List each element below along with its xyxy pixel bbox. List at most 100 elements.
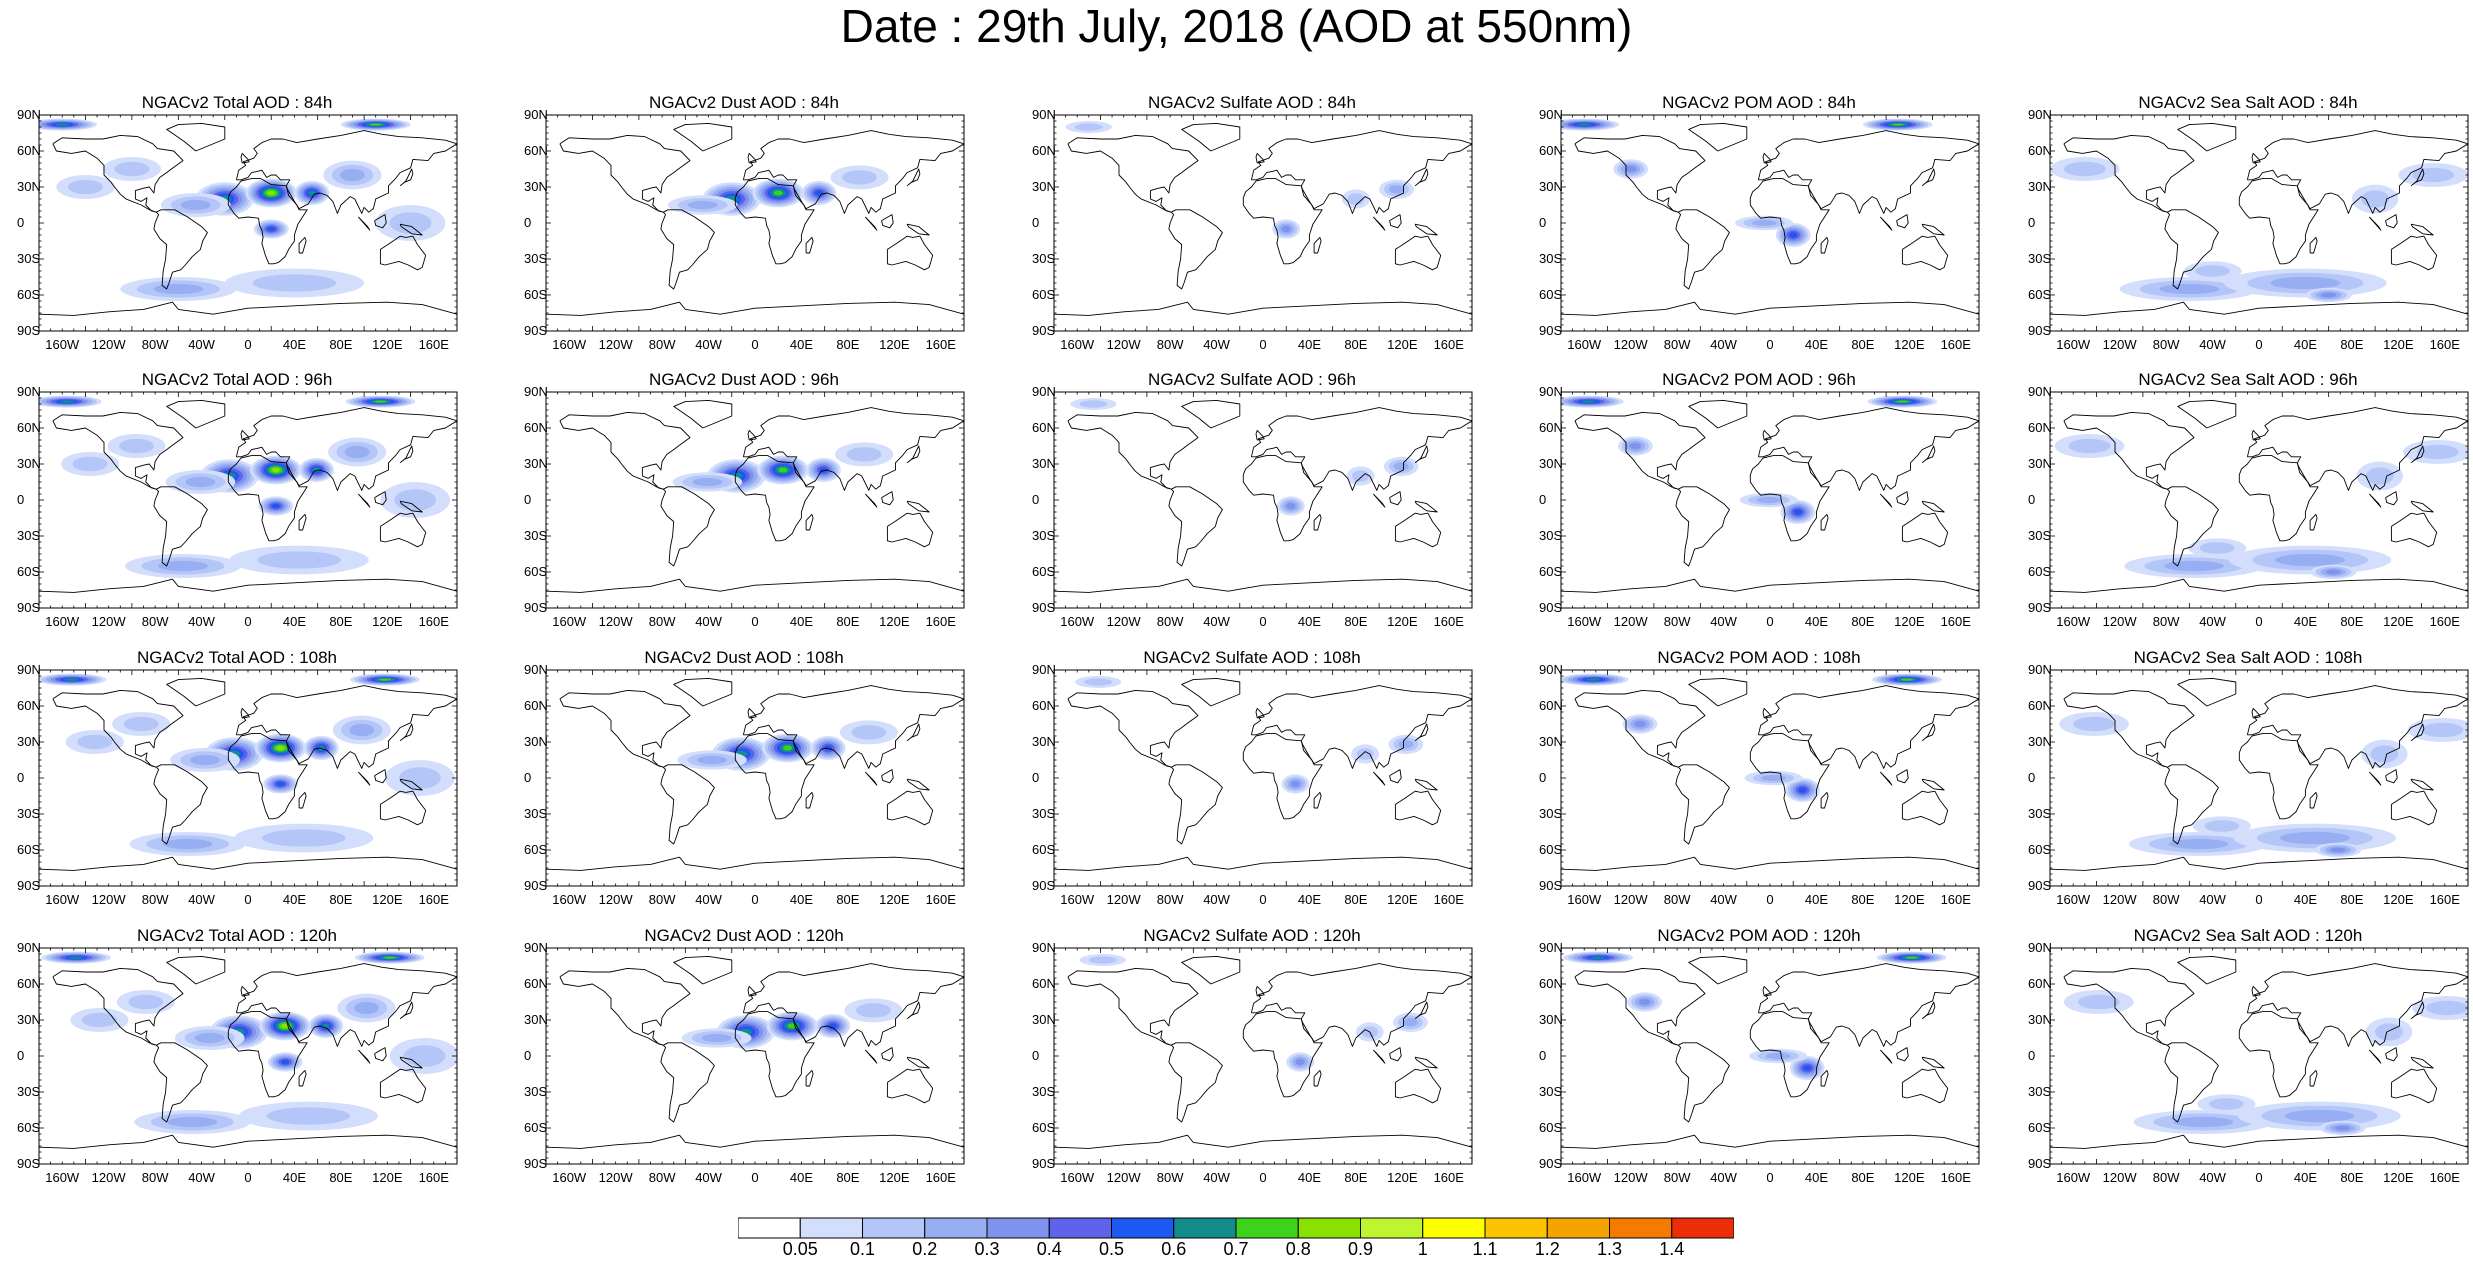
coastline: [906, 1056, 930, 1069]
coastline: [1921, 168, 1936, 187]
lat-tick-label: 90N: [1539, 384, 1563, 399]
aod-field: [2050, 115, 2468, 331]
coastline: [2390, 235, 2438, 271]
aod-contour: [2073, 716, 2116, 732]
lon-tick-label: 40W: [695, 337, 722, 352]
coastline: [2368, 216, 2382, 231]
lon-tick-label: 120E: [372, 614, 403, 629]
lon-tick-label: 120W: [1614, 337, 1649, 352]
colorbar-swatch: [799, 1217, 863, 1239]
world-map: 90N 60N 30N 0 30S 60S 90S 160W 120W 80W 40W 0 40E 80E…: [1539, 662, 1980, 907]
coastline: [747, 152, 757, 164]
coastline: [881, 491, 894, 506]
aod-contour: [162, 838, 213, 850]
coastline: [1921, 1001, 1936, 1020]
lon-tick-label: 0: [2255, 337, 2262, 352]
lon-tick-label: 120E: [1387, 614, 1418, 629]
coastline: [1820, 791, 1829, 809]
map-panel: NGACv2 Dust AOD : 84h 90N 60N 30N 0 30S 60S 90S…: [524, 93, 965, 371]
coastline: [235, 963, 457, 1047]
lat-tick-label: 30N: [1539, 1012, 1563, 1027]
aod-contour: [1347, 193, 1365, 205]
world-map: 90N 60N 30N 0 30S 60S 90S 160W 120W 80W 40W 0 40E 80E…: [1032, 662, 1473, 907]
coastline: [886, 235, 934, 271]
aod-contour: [114, 161, 150, 177]
aod-contour: [1756, 496, 1782, 504]
lon-tick-label: 160W: [1060, 614, 1095, 629]
lon-tick-label: 40E: [1805, 892, 1828, 907]
lon-tick-label: 40E: [283, 614, 306, 629]
lat-tick-label: 90S: [1539, 878, 1562, 893]
aod-contour: [2365, 467, 2394, 485]
lon-tick-label: 120E: [1894, 614, 1925, 629]
aod-contour: [267, 190, 276, 196]
lat-tick-label: 60N: [1539, 143, 1563, 158]
coastline: [546, 301, 964, 316]
lon-tick-label: 160E: [1434, 614, 1465, 629]
lon-tick-label: 40E: [283, 337, 306, 352]
lat-tick-label: 60S: [17, 842, 40, 857]
aod-field: [39, 948, 457, 1164]
lon-tick-label: 120W: [1107, 614, 1142, 629]
coastline: [1372, 1049, 1386, 1064]
lat-tick-label: 0: [1032, 215, 1039, 230]
colorbar-swatch: [1048, 1217, 1112, 1239]
world-map: 90N 60N 30N 0 30S 60S 90S 160W 120W 80W 40W 0 40E 80E…: [1539, 107, 1980, 352]
coastline: [742, 130, 964, 214]
lon-tick-label: 0: [1259, 1170, 1266, 1185]
aod-contour: [276, 745, 285, 751]
aod-contour: [2209, 1098, 2244, 1110]
coastline: [2368, 771, 2382, 786]
coastline: [906, 223, 930, 236]
lat-tick-label: 90N: [2028, 384, 2052, 399]
lat-tick-label: 60N: [1032, 698, 1056, 713]
lon-tick-label: 120E: [1894, 337, 1925, 352]
coastline: [1168, 486, 1223, 567]
lon-tick-label: 160E: [1941, 1170, 1972, 1185]
coastline: [1896, 1047, 1909, 1062]
aod-contour: [59, 400, 74, 403]
panel-title: NGACv2 Dust AOD : 84h: [649, 93, 839, 112]
aod-field: [39, 392, 457, 608]
aod-contour: [185, 476, 216, 488]
lon-tick-label: 80E: [1344, 892, 1367, 907]
lon-tick-label: 160W: [552, 1170, 587, 1185]
lon-tick-label: 160E: [419, 614, 450, 629]
coastline: [1921, 723, 1936, 742]
lon-tick-label: 80E: [329, 337, 352, 352]
lon-tick-label: 120W: [1107, 337, 1142, 352]
lat-tick-label: 30N: [17, 1012, 41, 1027]
map-panel: NGACv2 Total AOD : 96h 90N 60N 30N 0 30S 60S 90…: [17, 370, 458, 648]
lon-tick-label: 40W: [2199, 1170, 2226, 1185]
coastline: [2410, 500, 2434, 513]
aod-contour: [349, 723, 375, 737]
coastline: [1414, 223, 1438, 236]
lon-tick-label: 40E: [1298, 337, 1321, 352]
lat-tick-label: 90S: [1539, 600, 1562, 615]
coastline: [52, 967, 184, 1046]
lat-tick-label: 90S: [1539, 1156, 1562, 1171]
panel-title: NGACv2 Sea Salt AOD : 108h: [2133, 648, 2363, 667]
coastline: [1242, 178, 1323, 265]
coastline: [1168, 764, 1223, 845]
colorbar-swatch: [986, 1217, 1050, 1239]
colorbar-label: 0.6: [1161, 1239, 1186, 1257]
coastline: [1181, 677, 1241, 707]
lat-tick-label: 30N: [2028, 1012, 2052, 1027]
coastline: [747, 707, 757, 719]
lon-tick-label: 40E: [790, 337, 813, 352]
coastline: [1414, 723, 1429, 742]
lon-tick-label: 160W: [45, 892, 80, 907]
coastline: [2063, 689, 2195, 768]
coastline: [1762, 152, 1772, 164]
aod-contour: [842, 170, 877, 185]
aod-contour: [55, 123, 70, 126]
lon-tick-label: 160E: [1941, 892, 1972, 907]
aod-contour: [1624, 165, 1637, 173]
coastline: [379, 1068, 427, 1104]
aod-field: [1561, 670, 1979, 886]
coastline: [559, 689, 691, 768]
colorbar-label: 0.4: [1037, 1239, 1062, 1257]
coastline: [298, 513, 307, 531]
coastline: [2410, 723, 2425, 742]
